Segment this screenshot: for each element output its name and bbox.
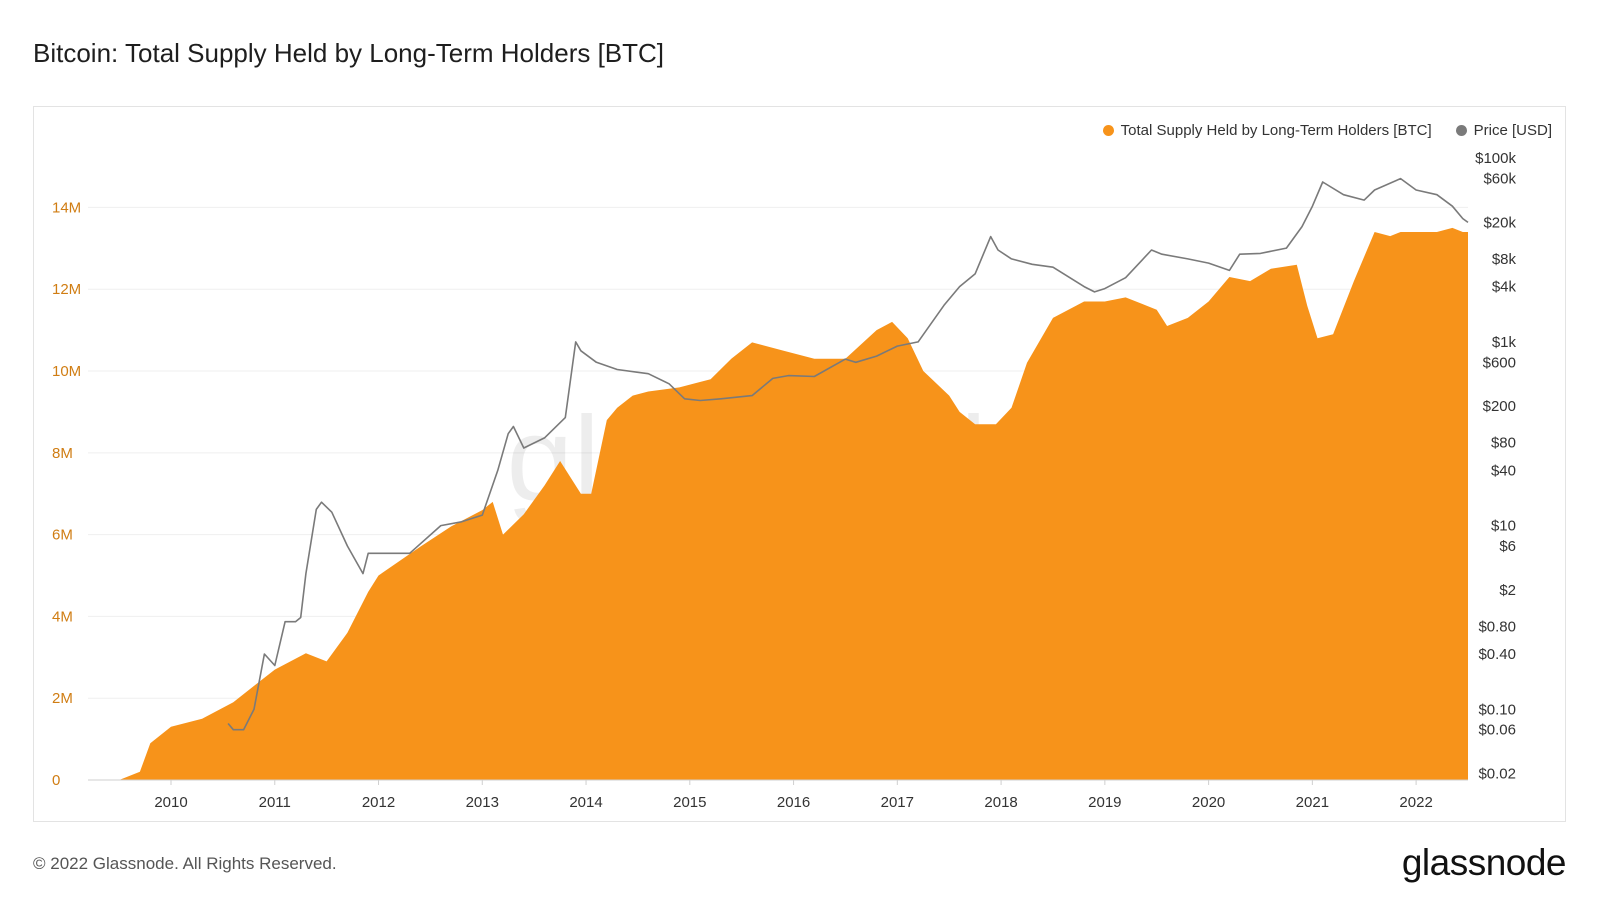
y-right-tick-label: $10 [1491, 518, 1516, 535]
y-right-tick-label: $6 [1499, 538, 1516, 555]
x-tick-label: 2013 [466, 794, 499, 811]
y-right-tick-label: $0.80 [1478, 618, 1516, 635]
y-right-tick-label: $8k [1492, 251, 1517, 268]
x-tick-label: 2012 [362, 794, 395, 811]
y-left-tick-label: 10M [52, 363, 81, 380]
y-left-tick-label: 6M [52, 527, 73, 544]
x-tick-label: 2017 [881, 794, 914, 811]
y-right-tick-label: $60k [1483, 171, 1516, 188]
y-right-tick-label: $600 [1483, 354, 1516, 371]
x-tick-label: 2018 [984, 794, 1017, 811]
y-right-tick-label: $2 [1499, 582, 1516, 599]
y-right-tick-label: $4k [1492, 279, 1517, 296]
x-tick-label: 2010 [154, 794, 187, 811]
glassnode-logo[interactable]: glassnode [1401, 842, 1567, 883]
supply-area-series [119, 227, 1469, 780]
x-tick-label: 2015 [673, 794, 706, 811]
x-tick-label: 2014 [569, 794, 602, 811]
x-tick-label: 2021 [1296, 794, 1329, 811]
y-right-tick-label: $0.10 [1478, 701, 1516, 718]
x-tick-label: 2011 [259, 794, 291, 811]
y-right-tick-label: $40 [1491, 462, 1516, 479]
legend-item-price[interactable]: Price [USD] [1455, 122, 1552, 139]
legend-item-supply[interactable]: Total Supply Held by Long-Term Holders [… [1102, 122, 1432, 139]
copyright-text: © 2022 Glassnode. All Rights Reserved. [33, 854, 337, 873]
x-axis: 2010 2011 2012 2013 2014 2015 2016 2017 2018 2019… [88, 779, 1468, 811]
legend-price-label: Price [USD] [1473, 122, 1552, 139]
x-tick-label: 2020 [1192, 794, 1225, 811]
y-left-tick-label: 14M [52, 199, 81, 216]
legend-supply-label: Total Supply Held by Long-Term Holders [… [1120, 122, 1432, 139]
y-axis-left: 0 2M 4M 6M 8M 10M 12M 14M [52, 199, 81, 789]
y-left-tick-label: 0 [52, 772, 60, 789]
x-tick-label: 2016 [777, 794, 810, 811]
y-left-tick-label: 4M [52, 608, 73, 625]
y-left-tick-label: 2M [52, 690, 73, 707]
chart-title: Bitcoin: Total Supply Held by Long-Term … [33, 38, 665, 68]
y-left-tick-label: 12M [52, 281, 81, 298]
price-line-series [227, 177, 1469, 731]
x-tick-label: 2019 [1088, 794, 1121, 811]
legend-price-dot-icon [1455, 125, 1467, 136]
chart-frame [33, 106, 1566, 822]
y-left-tick-label: 8M [52, 445, 73, 462]
y-right-tick-label: $80 [1491, 435, 1516, 452]
legend-supply-dot-icon [1102, 125, 1114, 136]
y-right-tick-label: $0.02 [1478, 766, 1516, 783]
y-right-tick-label: $0.40 [1478, 646, 1516, 663]
y-right-tick-label: $20k [1483, 214, 1516, 231]
y-right-tick-label: $100k [1475, 150, 1516, 167]
x-tick-label: 2022 [1399, 794, 1432, 811]
y-right-tick-label: $1k [1492, 334, 1517, 351]
y-axis-right: $0.02 $0.06 $0.10 $0.40 $0.80 $2 $6 $10 $40 $80 $2… [1475, 150, 1516, 782]
y-right-tick-label: $200 [1483, 398, 1516, 415]
y-right-tick-label: $0.06 [1478, 722, 1516, 739]
legend: Total Supply Held by Long-Term Holders [… [1102, 122, 1552, 139]
